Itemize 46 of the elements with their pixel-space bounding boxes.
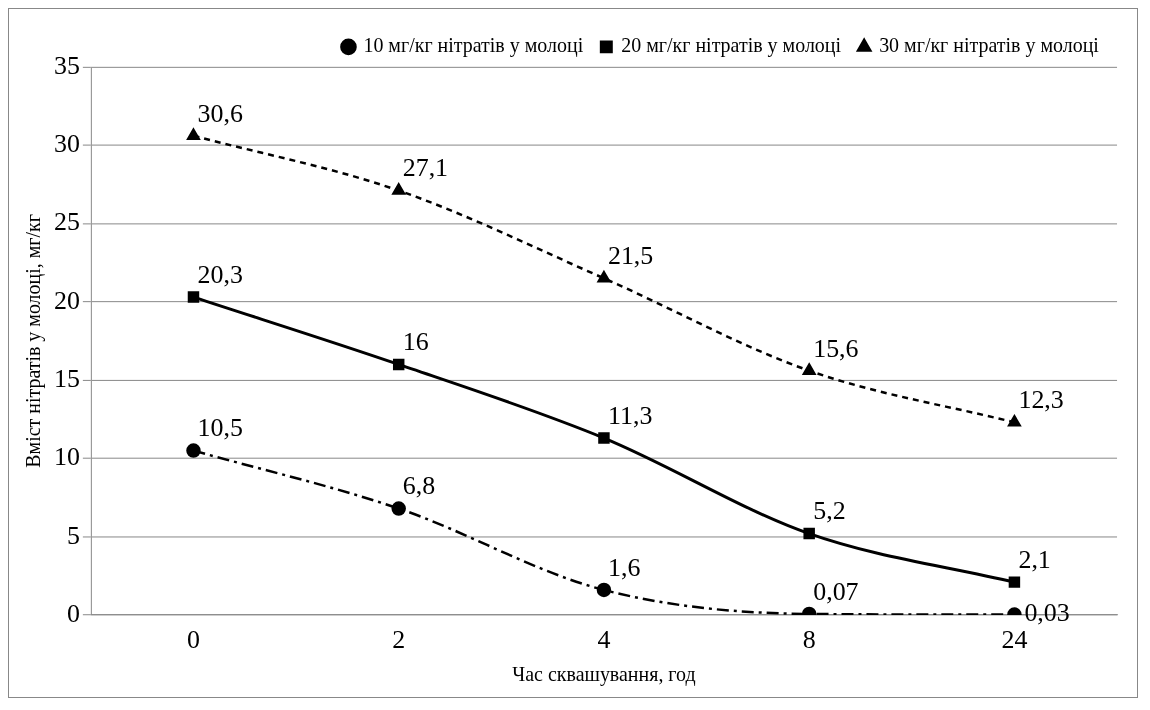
data-label: 20,3 <box>197 259 243 289</box>
point <box>1007 415 1021 427</box>
legend-label: 30 мг/кг нітратів у молоці <box>879 34 1100 58</box>
data-label: 12,3 <box>1018 385 1064 415</box>
point <box>802 363 816 375</box>
point <box>597 271 611 283</box>
x-tick-label: 8 <box>802 625 816 655</box>
point <box>391 501 406 516</box>
y-tick-label: 20 <box>53 285 80 315</box>
x-tick-label: 4 <box>597 625 611 655</box>
point <box>1008 576 1021 588</box>
x-axis-title: Час сквашування, год <box>512 663 696 687</box>
x-tick-label: 0 <box>186 625 200 655</box>
y-tick-label: 5 <box>66 520 80 550</box>
point <box>392 183 406 195</box>
y-tick-label: 35 <box>53 50 80 80</box>
data-label: 2,1 <box>1018 545 1051 575</box>
point <box>392 358 405 371</box>
y-tick-label: 15 <box>53 363 80 393</box>
data-label: 6,8 <box>402 471 436 501</box>
point <box>598 432 610 444</box>
y-tick-label: 30 <box>53 128 80 158</box>
legend-label: 20 мг/кг нітратів у молоці <box>621 34 842 58</box>
data-label: 0,07 <box>813 576 859 606</box>
legend-label: 10 мг/кг нітратів у молоці <box>363 34 584 58</box>
point <box>187 128 200 140</box>
data-label: 27,1 <box>402 153 449 183</box>
data-label: 16 <box>402 327 429 357</box>
y-tick-label: 0 <box>66 598 80 628</box>
x-tick-label: 2 <box>392 625 406 655</box>
point <box>187 291 200 303</box>
data-label: 21,5 <box>607 241 654 271</box>
y-axis-title: Вміст нітратів у молоці, мг/кг <box>22 214 46 468</box>
data-label: 15,6 <box>813 333 859 363</box>
data-label: 30,6 <box>197 98 243 128</box>
point <box>186 443 201 458</box>
x-tick-label: 24 <box>1001 625 1028 655</box>
point <box>803 527 815 540</box>
y-tick-label: 10 <box>53 442 80 472</box>
y-tick-label: 25 <box>53 207 80 237</box>
data-label: 5,2 <box>813 496 846 526</box>
data-label: 1,6 <box>607 552 641 582</box>
data-label: 0,03 <box>1024 598 1070 628</box>
data-label: 11,3 <box>607 400 653 430</box>
data-label: 10,5 <box>197 413 243 443</box>
point <box>596 582 612 598</box>
